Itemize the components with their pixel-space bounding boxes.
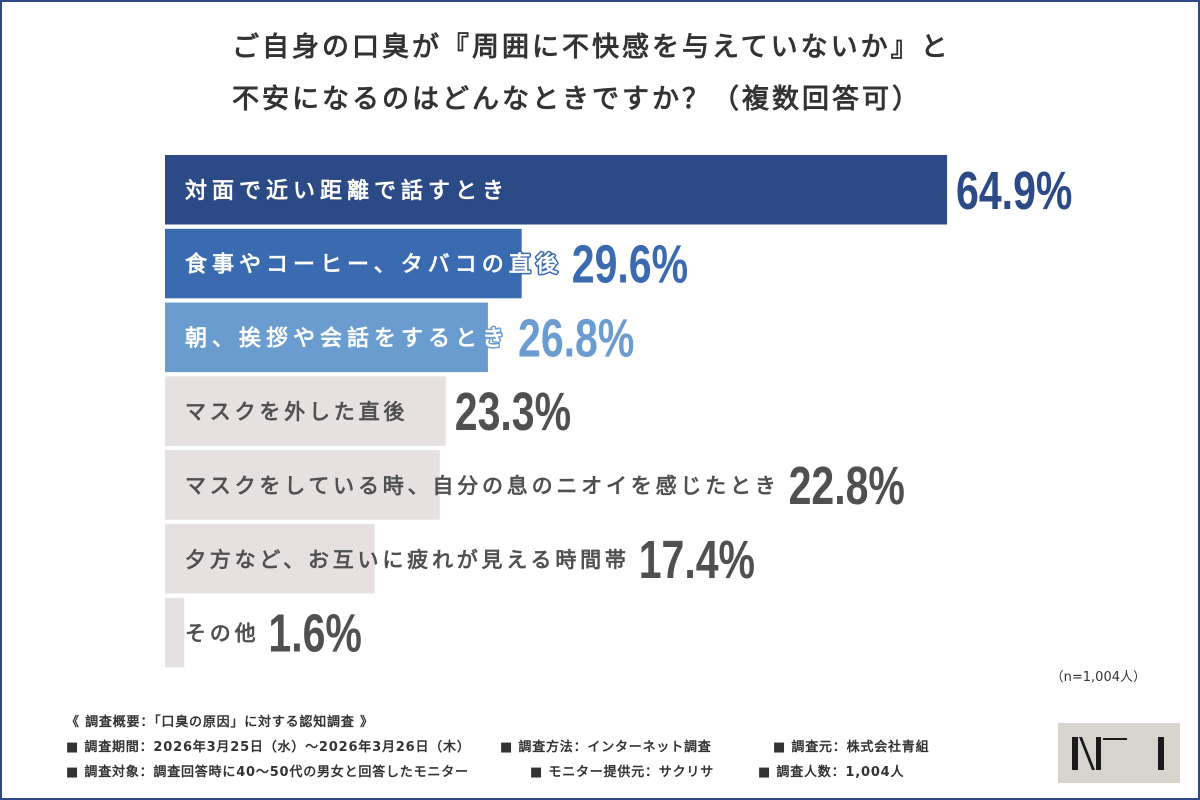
bar [165,376,446,446]
value-label: 17.4% [639,530,755,590]
bar-row: 食事やコーヒー、タバコの直後 29.6% [165,228,688,299]
logo-stroke [1103,738,1127,740]
bar-row: 対面で近い距離で話すとき 64.9% [165,155,1072,225]
value-label: 26.8% [518,309,634,369]
survey-heading: 《 調査概要：「口臭の原因」に対する認知調査 》 [66,715,374,730]
value-label: 64.9% [956,161,1072,221]
survey-organizer: ■ 調査元：株式会社青組 [773,740,930,755]
bar [165,524,375,594]
chart-title-line-2: 不安になるのはどんなときですか？（複数回答可） [232,84,922,115]
logo-mark [1072,737,1164,770]
logo-stroke [1072,737,1078,770]
survey-target: ■ 調査対象：調査回答時に40〜50代の男女と回答したモニター [66,765,469,780]
category-label: 対面で近い距離で話すとき [185,178,509,204]
logo-stroke [1079,737,1095,770]
bar-row: 夕方など、お互いに疲れが見える時間帯 17.4% [165,524,755,594]
bar-group: 対面で近い距離で話すとき 64.9% 食事やコーヒー、タバコの直後 29.6% 朝、挨拶… [165,155,1072,668]
bar [165,155,948,225]
survey-monitor-provider: ■ モニター提供元：サクリサ [530,765,715,780]
survey-method: ■ 調査方法：インターネット調査 [500,740,712,755]
value-label: 1.6% [268,604,362,664]
category-label: マスクをしている時、自分の息のニオイを感じたとき [185,474,780,498]
company-logo [1058,723,1180,783]
bar-row: 朝、挨拶や会話をするとき 26.8% [165,302,634,373]
bar [165,302,488,373]
sample-size-note: （n=1,004人） [1050,670,1146,685]
logo-stroke [1158,737,1164,770]
bar-row: その他 1.6% [165,597,362,668]
bar [165,450,440,520]
category-label: マスクを外した直後 [185,400,408,424]
chart-title-line-1: ご自身の口臭が『周囲に不快感を与えていないか』と [232,32,951,63]
value-label: 22.8% [789,457,905,517]
bar-row: マスクをしている時、自分の息のニオイを感じたとき 22.8% [165,450,905,520]
category-label: 食事やコーヒー、タバコの直後 [185,252,563,278]
logo-graphic [1058,723,1180,783]
bar [165,597,185,668]
category-label: 夕方など、お互いに疲れが見える時間帯 [185,548,630,572]
bar-row: マスクを外した直後 23.3% [165,376,571,446]
survey-sample-size: ■ 調査人数：1,004人 [758,765,905,780]
bar [165,228,522,299]
logo-stroke [1096,737,1101,770]
value-label: 29.6% [572,235,688,295]
category-label: 朝、挨拶や会話をするとき [185,325,509,351]
bar-chart: 対面で近い距離で話すとき 64.9% 食事やコーヒー、タバコの直後 29.6% 朝、挨拶… [165,155,1072,668]
value-label: 23.3% [455,383,571,443]
survey-period: ■ 調査期間：2026年3月25日（水）〜2026年3月26日（木） [66,740,471,755]
category-label: その他 [185,622,259,646]
